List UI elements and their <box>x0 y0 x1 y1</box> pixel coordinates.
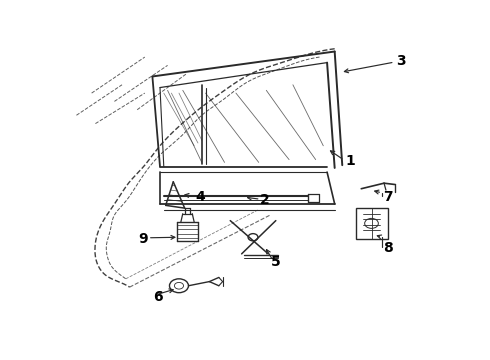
Text: 7: 7 <box>383 190 392 204</box>
Text: 2: 2 <box>260 193 270 207</box>
Text: 4: 4 <box>195 190 205 204</box>
Text: 5: 5 <box>271 255 281 269</box>
Text: 9: 9 <box>138 231 147 246</box>
Text: 3: 3 <box>396 54 406 68</box>
Text: 8: 8 <box>383 241 392 255</box>
Text: 6: 6 <box>153 290 163 304</box>
Text: 1: 1 <box>345 154 355 168</box>
